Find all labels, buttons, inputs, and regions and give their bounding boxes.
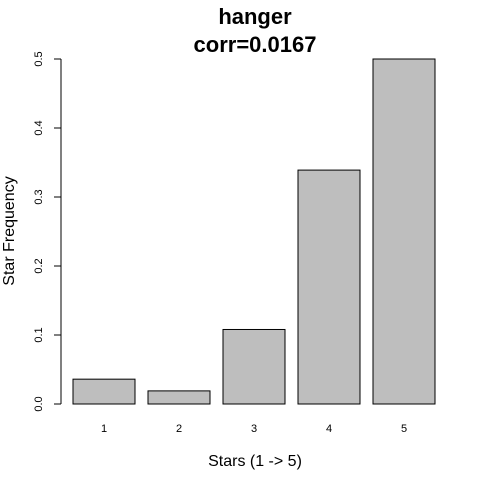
bars-group [73, 59, 435, 404]
bar-1 [73, 379, 135, 404]
y-axis-label: Star Frequency [1, 176, 18, 285]
bar-2 [148, 391, 210, 404]
y-tick-label: 0.5 [33, 51, 45, 66]
x-tick-label: 4 [326, 423, 332, 435]
x-axis-label: Stars (1 -> 5) [208, 453, 302, 470]
y-tick-label: 0.0 [33, 396, 45, 411]
y-tick-label: 0.1 [33, 327, 45, 342]
y-tick-label: 0.2 [33, 258, 45, 273]
x-tick-labels: 1 2 3 4 5 [101, 423, 407, 435]
bar-3 [223, 329, 285, 404]
y-axis: 0.0 0.1 0.2 0.3 0.4 0.5 [33, 51, 61, 411]
x-tick-label: 5 [401, 423, 407, 435]
y-tick-label: 0.3 [33, 189, 45, 204]
x-tick-label: 3 [251, 423, 257, 435]
bar-5 [373, 59, 435, 404]
x-tick-label: 2 [176, 423, 182, 435]
bar-4 [298, 170, 360, 404]
chart-title-line-2: corr=0.0167 [194, 32, 317, 57]
x-tick-label: 1 [101, 423, 107, 435]
y-tick-label: 0.4 [33, 120, 45, 135]
chart-title-line-1: hanger [218, 4, 292, 29]
